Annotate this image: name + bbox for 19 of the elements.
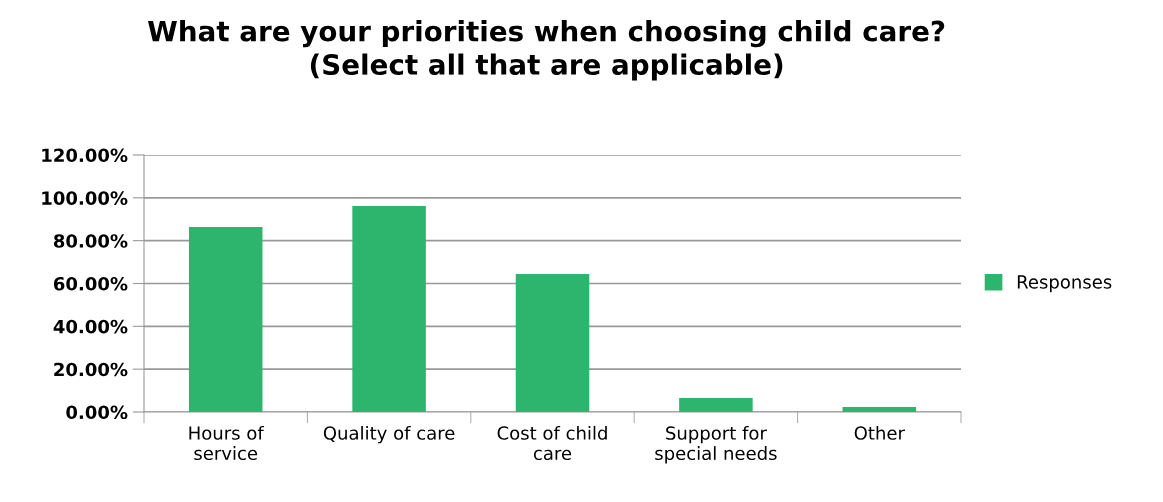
y-tick-label: 80.00% <box>53 234 128 248</box>
bar <box>842 407 917 412</box>
bar <box>679 398 753 412</box>
y-tick-label: 40.00% <box>53 319 128 334</box>
x-tick-label: Support for special needs <box>655 425 777 464</box>
x-tick-label: Hours of service <box>189 425 265 461</box>
y-tick-label: 120.00% <box>42 148 128 163</box>
y-tick-label: 20.00% <box>54 362 128 377</box>
y-tick-label: 0.00% <box>66 405 128 420</box>
bar <box>352 205 426 412</box>
x-tick-label: Cost of child care <box>497 425 607 461</box>
x-tick-label: Quality of care <box>323 425 455 444</box>
y-tick-label: 100.00% <box>42 191 128 205</box>
bar <box>515 274 590 412</box>
x-tick-label: Other <box>854 425 905 440</box>
y-tick-label: 60.00% <box>53 276 128 291</box>
bar <box>188 226 263 412</box>
legend-label: Responses <box>1017 275 1112 293</box>
chart-title: What are your priorities when choosing child care? (Select all that are applicable) <box>148 20 945 81</box>
